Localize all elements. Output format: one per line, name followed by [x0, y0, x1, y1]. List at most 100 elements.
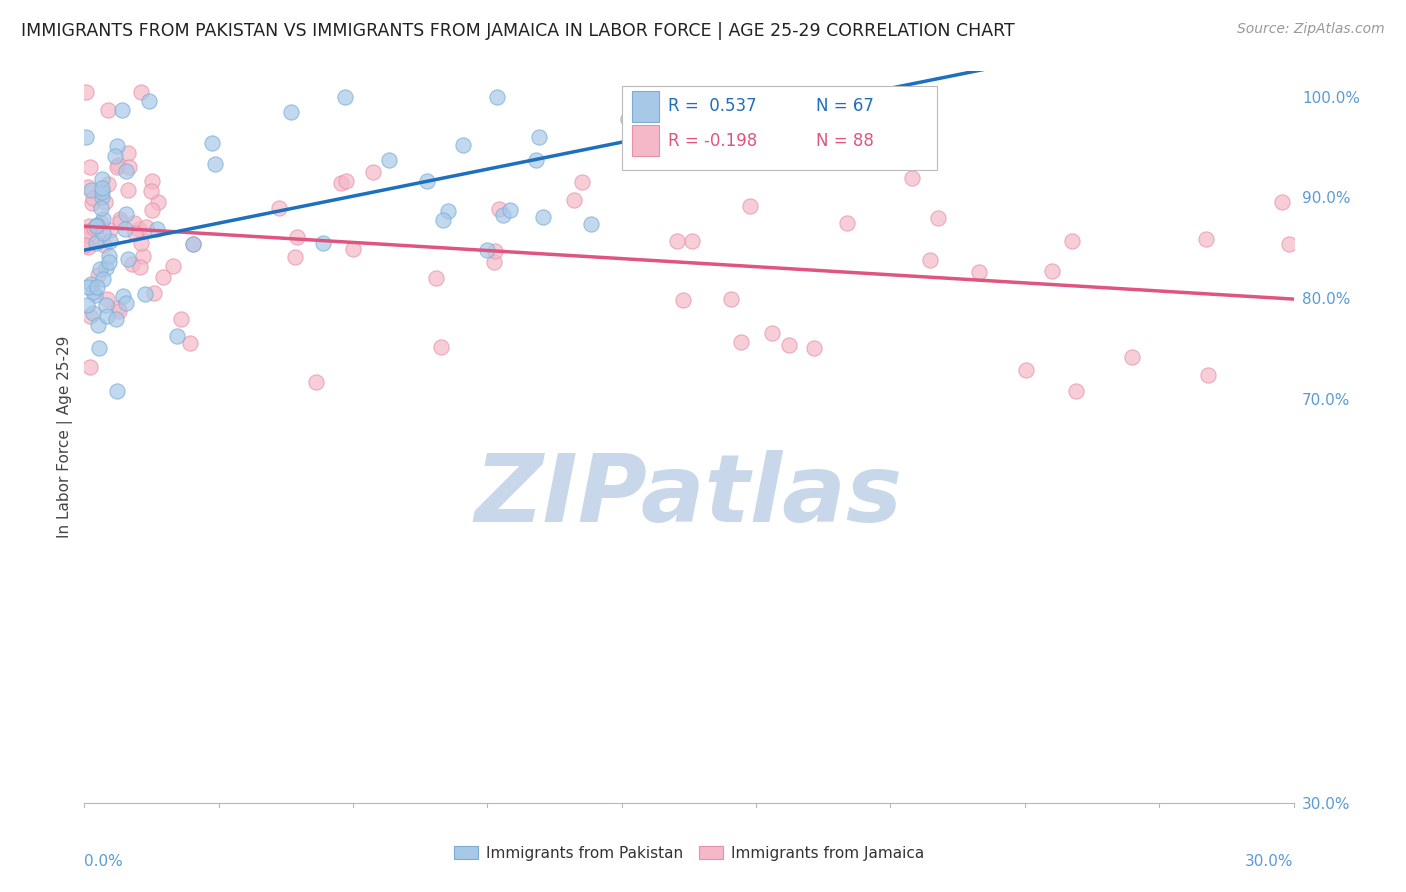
Point [135, 219, 157, 234]
Point [142, 286, 165, 301]
Point [86, 219, 108, 234]
Point [311, 236, 333, 251]
Point [83, 221, 105, 235]
Legend: Immigrants from Pakistan, Immigrants from Jamaica: Immigrants from Pakistan, Immigrants fro… [446, 838, 932, 868]
Point [152, 269, 174, 284]
Point [927, 211, 949, 225]
Point [145, 221, 167, 235]
Point [835, 216, 858, 230]
Point [335, 174, 357, 188]
Point [118, 160, 141, 174]
Point [79, 160, 101, 174]
Point [89, 262, 111, 277]
Text: 30.0%: 30.0% [1246, 854, 1294, 869]
Point [201, 136, 224, 150]
Point [129, 235, 152, 250]
Point [90, 202, 112, 216]
Point [571, 175, 593, 189]
Point [90, 181, 112, 195]
Text: 0.0%: 0.0% [84, 854, 124, 869]
Point [105, 160, 128, 174]
Point [1271, 194, 1294, 209]
Point [96, 310, 118, 324]
Point [121, 257, 143, 271]
FancyBboxPatch shape [633, 91, 659, 122]
Point [437, 203, 460, 218]
Point [1060, 234, 1083, 248]
Point [80, 277, 103, 291]
Point [778, 337, 800, 351]
Point [416, 174, 439, 188]
Point [91, 189, 114, 203]
Point [527, 130, 550, 145]
Point [132, 249, 155, 263]
Point [616, 112, 638, 126]
FancyBboxPatch shape [633, 126, 659, 156]
Point [170, 312, 193, 326]
Point [304, 376, 326, 390]
Point [91, 171, 114, 186]
Point [79, 360, 101, 375]
Point [280, 105, 302, 120]
Text: ZIPatlas: ZIPatlas [475, 450, 903, 541]
Point [84, 236, 107, 251]
Point [269, 202, 291, 216]
Point [115, 207, 138, 221]
Point [86, 280, 108, 294]
Point [91, 185, 114, 199]
Point [1121, 351, 1143, 365]
Point [285, 229, 308, 244]
Point [342, 242, 364, 256]
Point [579, 217, 602, 231]
Point [98, 222, 121, 236]
Point [162, 259, 184, 273]
Point [129, 260, 152, 275]
Point [84, 288, 107, 302]
Point [96, 298, 118, 312]
Point [75, 85, 97, 99]
Point [107, 304, 129, 318]
Point [665, 234, 688, 248]
Point [82, 190, 104, 204]
Point [141, 174, 163, 188]
FancyBboxPatch shape [623, 86, 936, 170]
Point [492, 208, 515, 222]
Point [108, 212, 131, 227]
Point [114, 295, 136, 310]
Text: R =  0.537: R = 0.537 [668, 97, 756, 115]
Text: N = 88: N = 88 [815, 132, 873, 150]
Point [87, 318, 110, 333]
Point [97, 103, 120, 117]
Point [77, 280, 100, 294]
Point [107, 158, 129, 172]
Point [1040, 264, 1063, 278]
Point [333, 89, 356, 103]
Point [330, 176, 353, 190]
Text: R = -0.198: R = -0.198 [668, 132, 758, 150]
Point [562, 193, 585, 207]
Point [97, 177, 120, 191]
Point [87, 233, 110, 247]
Point [425, 271, 447, 285]
Point [730, 335, 752, 350]
Point [77, 240, 100, 254]
Point [453, 137, 475, 152]
Point [76, 179, 98, 194]
Point [139, 184, 162, 198]
Point [1015, 363, 1038, 377]
Point [97, 249, 120, 263]
Point [803, 341, 825, 355]
Point [499, 202, 522, 217]
Point [107, 301, 129, 316]
Point [96, 292, 118, 306]
Point [114, 222, 136, 236]
Point [129, 85, 152, 99]
Point [645, 117, 668, 131]
Point [91, 226, 114, 240]
Point [179, 336, 201, 351]
Point [98, 234, 121, 248]
Point [1195, 232, 1218, 246]
Point [104, 312, 127, 326]
Point [75, 224, 97, 238]
Point [87, 341, 110, 355]
